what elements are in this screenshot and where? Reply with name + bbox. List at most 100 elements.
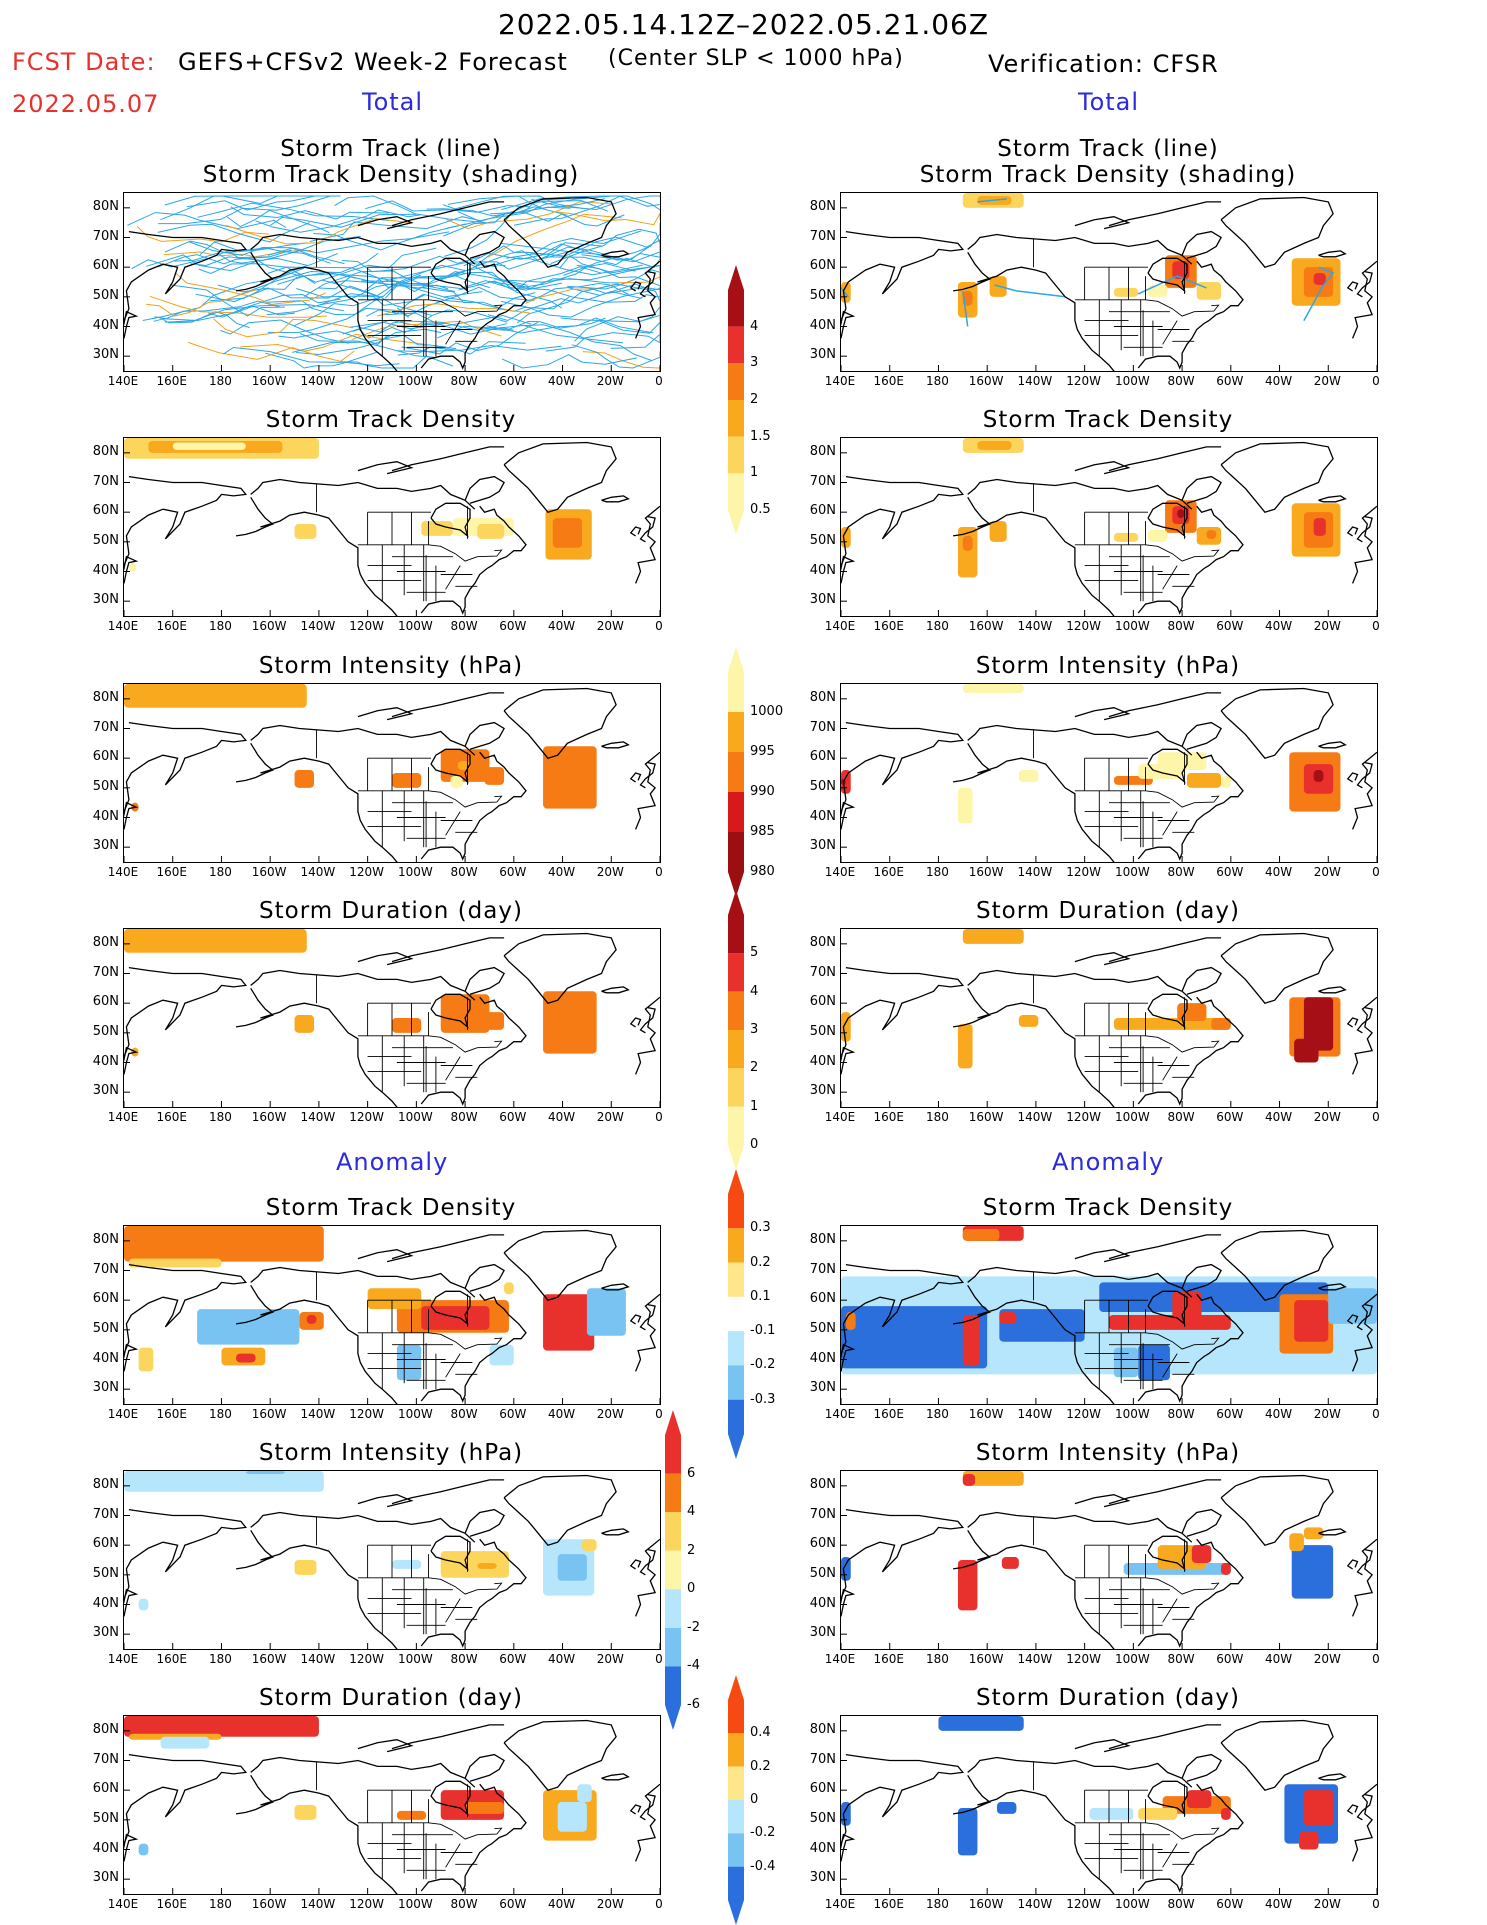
shade-cell: [957, 527, 978, 578]
coastline: [967, 251, 1115, 371]
storm-track-line: [523, 324, 652, 361]
storm-track-line: [489, 262, 636, 288]
shade-cell: [440, 994, 490, 1033]
coastline: [250, 1529, 398, 1649]
lon-label: 100W: [1114, 1897, 1150, 1911]
panel-subtitle: Storm Track Density (shading): [919, 162, 1297, 188]
coastline: [1356, 270, 1373, 298]
storm-track-line: [401, 321, 539, 355]
coastline: [967, 233, 1193, 265]
map-panel-R0: [840, 192, 1378, 372]
coastline: [1137, 260, 1244, 370]
colorbar-label: 0.4: [750, 1725, 771, 1741]
coastline: [967, 496, 1115, 616]
shade-cell: [1147, 529, 1168, 542]
coastline: [629, 1559, 642, 1570]
coastline: [250, 742, 398, 862]
political-border: [445, 811, 461, 836]
shade-cell: [999, 1309, 1085, 1342]
coastline: [1074, 1494, 1131, 1508]
coastline: [601, 495, 630, 503]
political-border: [1162, 1353, 1178, 1378]
shade-cell: [1221, 1807, 1231, 1820]
lat-label: 80N: [92, 1721, 119, 1737]
map-svg: [841, 193, 1377, 371]
storm-track-line: [341, 255, 481, 273]
lat-label: 40N: [809, 562, 836, 578]
coastline: [464, 230, 505, 259]
lat-label: 80N: [809, 443, 836, 459]
colorbar-label: 1: [750, 465, 759, 481]
colorbar-label: 985: [750, 824, 775, 839]
shade-cell: [1313, 518, 1326, 536]
coastline: [967, 987, 1115, 1107]
lon-label: 80W: [1167, 1897, 1195, 1911]
lon-label: 160W: [968, 619, 1004, 633]
storm-track-line: [448, 195, 606, 209]
lon-label: 140W: [1017, 865, 1053, 879]
coastline: [953, 1556, 990, 1570]
storm-track-line: [545, 251, 660, 269]
shade-cell: [543, 1294, 595, 1351]
lat-label: 80N: [92, 934, 119, 950]
colorbar-segment: [728, 1766, 744, 1800]
storm-track-line: [559, 255, 660, 274]
colorbar-arrow-top: [728, 890, 744, 915]
map-panel-L2: [123, 683, 661, 863]
coastline: [250, 251, 398, 371]
lon-label: 100W: [397, 865, 433, 879]
shade-cell: [841, 1012, 851, 1042]
shade-cell: [1221, 1562, 1231, 1575]
lon-label: 180: [209, 865, 232, 879]
lat-label: 30N: [809, 1625, 836, 1641]
lat-label: 70N: [809, 964, 836, 980]
shade-cell: [1018, 770, 1039, 782]
lat-label: 40N: [809, 317, 836, 333]
lat-label: 60N: [92, 994, 119, 1010]
colorbar-segment: [728, 832, 744, 872]
lat-label: 30N: [809, 347, 836, 363]
lat-label: 60N: [809, 749, 836, 765]
lon-label: 140E: [824, 1110, 856, 1124]
storm-track-line: [365, 200, 531, 213]
coastline: [629, 526, 642, 537]
lon-label: 140E: [107, 1407, 139, 1421]
shade-cell: [1177, 509, 1185, 519]
storm-track-line: [321, 264, 466, 297]
map-panel-R4: [840, 1225, 1378, 1405]
colorbar-segment: [728, 1800, 744, 1834]
coastline: [124, 1588, 139, 1617]
coastline: [250, 1284, 398, 1404]
section-anomaly-left: Anomaly: [336, 1148, 449, 1176]
lon-label: 0: [1372, 1897, 1380, 1911]
lon-label: 40W: [1264, 865, 1293, 879]
colorbar-label: 0.2: [750, 1758, 771, 1774]
lat-label: 70N: [92, 1261, 119, 1277]
lon-label: 100W: [397, 1897, 433, 1911]
shade-cell: [962, 290, 973, 306]
colorbar-label: 0.5: [750, 502, 771, 517]
coastline: [1351, 260, 1377, 339]
colorbar-anom-intensity: [665, 1410, 681, 1730]
coastline: [503, 687, 617, 759]
political-border: [357, 1035, 503, 1053]
lat-label: 80N: [809, 1231, 836, 1247]
political-border: [1074, 1577, 1220, 1595]
shade-cell: [197, 1309, 300, 1345]
colorbar-segment: [728, 1866, 744, 1900]
lon-label: 140E: [824, 374, 856, 388]
coastline: [503, 932, 617, 1004]
storm-track-line: [501, 195, 660, 211]
coastline: [1137, 1538, 1244, 1648]
shade-cell: [294, 770, 315, 788]
colorbar-density: [728, 265, 744, 535]
lon-label: 20W: [596, 865, 624, 879]
lat-label: 50N: [92, 1565, 119, 1581]
storm-track-line: [567, 283, 660, 302]
shade-cell: [582, 1539, 597, 1552]
coastline: [967, 1756, 1193, 1788]
lon-label: 160E: [156, 1110, 187, 1124]
coastline: [420, 505, 527, 615]
panel-title: Storm Track Density: [265, 407, 517, 433]
coastline: [634, 751, 660, 830]
